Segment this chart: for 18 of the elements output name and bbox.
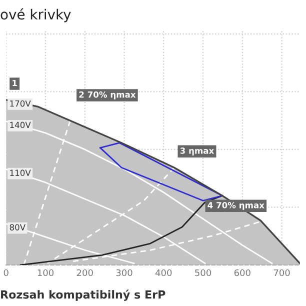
x-tick-label: 200 xyxy=(76,269,93,276)
x-tick-label: 500 xyxy=(195,269,212,276)
series-label: 80V xyxy=(10,224,26,230)
annotation: 2 70% ηmax xyxy=(79,91,136,100)
series-label: 140V xyxy=(10,122,31,128)
x-tick-label: 600 xyxy=(234,269,250,276)
chart-title: ové krivky xyxy=(0,8,71,22)
annotation: 4 70% ηmax xyxy=(208,202,264,210)
x-tick-label: 0 xyxy=(4,269,8,276)
series-label: 170V xyxy=(10,100,31,107)
x-tick-label: 400 xyxy=(155,269,172,276)
annotation: 3 ηmax xyxy=(180,148,214,156)
x-tick-label: 300 xyxy=(116,269,132,276)
series-label: 110V xyxy=(10,170,31,176)
annotation: 1 xyxy=(12,80,17,86)
x-tick-label: 100 xyxy=(38,269,54,276)
text: Rozsah kompatibilný s ErP xyxy=(1,290,166,301)
x-tick-label: 700 xyxy=(274,269,290,276)
